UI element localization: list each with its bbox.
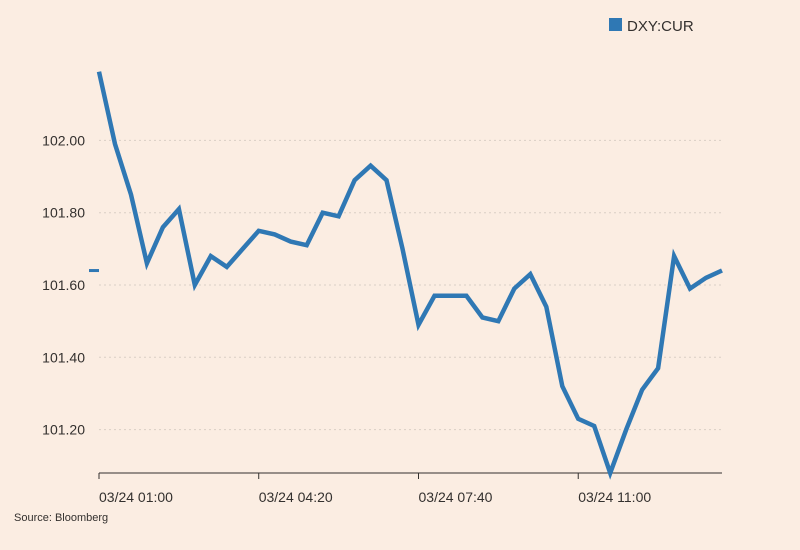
y-tick-label: 101.60 [42, 277, 85, 293]
y-tick-label: 101.40 [42, 349, 85, 365]
x-tick-label: 03/24 11:00 [578, 489, 651, 505]
legend: DXY:CUR [609, 18, 694, 35]
y-tick-label: 101.80 [42, 205, 85, 221]
x-axis-ticks: 03/24 01:00 03/24 04:20 03/24 07:40 03/24 1… [98, 473, 651, 505]
source-note: Source: Bloomberg [14, 512, 108, 524]
y-axis-ticks: 101.20 101.40 101.60 101.80 102.00 [42, 132, 85, 437]
legend-swatch-dxy [609, 18, 622, 31]
x-tick-label: 03/24 07:40 [419, 489, 493, 505]
x-tick-label: 03/24 04:20 [259, 489, 333, 505]
legend-label-dxy: DXY:CUR [627, 18, 694, 35]
y-tick-label: 102.00 [42, 132, 85, 148]
x-tick-label: 03/24 01:00 [99, 489, 173, 505]
y-tick-label: 101.20 [42, 422, 85, 438]
series-line-dxy [96, 71, 723, 480]
